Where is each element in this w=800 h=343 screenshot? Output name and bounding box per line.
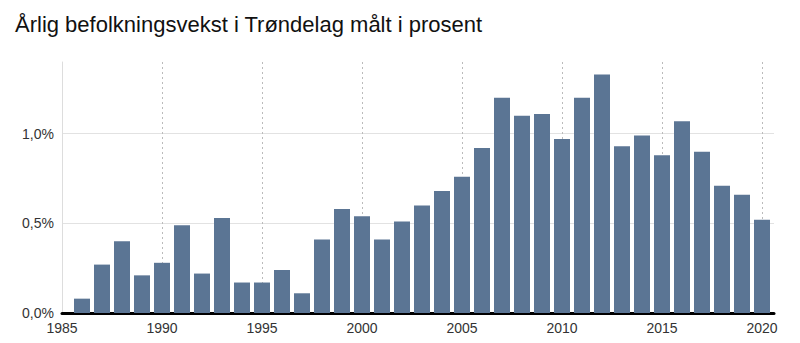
svg-text:2000: 2000 xyxy=(346,320,377,336)
svg-text:0,0%: 0,0% xyxy=(22,305,54,321)
svg-text:1995: 1995 xyxy=(246,320,277,336)
svg-text:1985: 1985 xyxy=(46,320,77,336)
svg-text:2020: 2020 xyxy=(746,320,777,336)
svg-text:2010: 2010 xyxy=(546,320,577,336)
svg-text:1,0%: 1,0% xyxy=(22,126,54,142)
svg-text:2005: 2005 xyxy=(446,320,477,336)
svg-text:2015: 2015 xyxy=(646,320,677,336)
svg-text:1990: 1990 xyxy=(146,320,177,336)
svg-text:0,5%: 0,5% xyxy=(22,215,54,231)
svg-text:Årlig befolkningsvekst i Trønd: Årlig befolkningsvekst i Trøndelag målt … xyxy=(15,12,482,37)
